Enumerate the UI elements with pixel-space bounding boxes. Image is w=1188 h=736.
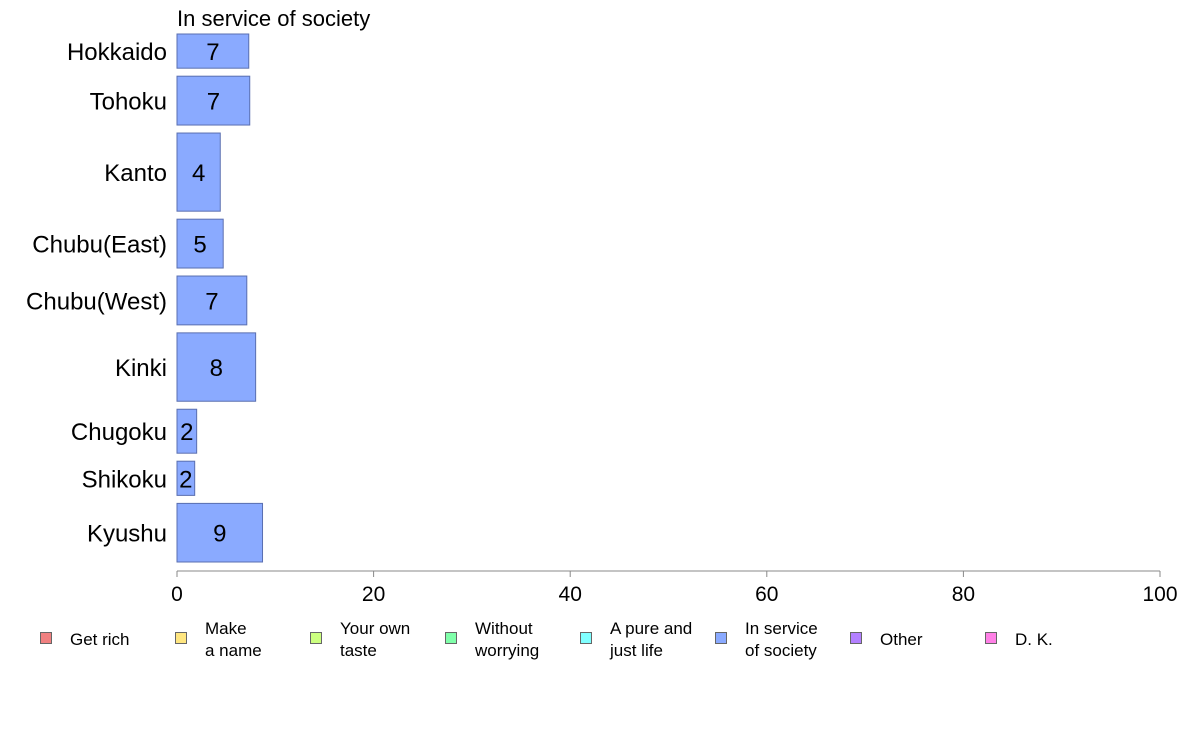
legend-label: Without worrying	[475, 619, 540, 660]
chart-title: In service of society	[177, 6, 370, 31]
legend-label: Get rich	[70, 630, 130, 649]
legend-swatch	[445, 632, 457, 644]
bar-value-label: 2	[179, 466, 192, 493]
category-label: Chubu(East)	[32, 232, 167, 259]
bar-value-label: 5	[193, 232, 206, 259]
legend-swatch	[580, 632, 592, 644]
bar-value-label: 2	[180, 419, 193, 446]
bar-value-label: 8	[210, 355, 223, 382]
legend-label: D. K.	[1015, 630, 1053, 649]
bar-chubu-east	[176, 218, 224, 269]
bar-shikoku	[176, 460, 196, 496]
bar-chugoku	[176, 408, 198, 454]
bar-chubu-west	[176, 275, 248, 326]
bar-tohoku	[176, 75, 251, 126]
bars-group: 7 Hokkaido 7 Tohoku 4 Kanto 5 Chubu(East) 7 Chubu…	[26, 33, 264, 563]
category-label: Chugoku	[71, 419, 167, 446]
legend-label: Make a name	[205, 619, 262, 660]
legend-label: A pure and just life	[610, 619, 693, 660]
bar-kanto	[176, 132, 221, 212]
category-label: Kanto	[104, 160, 167, 187]
legend-swatch	[985, 632, 997, 644]
bar-hokkaido	[176, 33, 250, 69]
bar-kinki	[176, 332, 257, 402]
category-label: Hokkaido	[67, 39, 167, 66]
x-tick-label: 40	[559, 583, 582, 606]
legend-swatch	[715, 632, 727, 644]
bar-value-label: 7	[206, 39, 219, 66]
category-label: Kinki	[115, 355, 167, 382]
category-label: Tohoku	[90, 89, 167, 116]
bar-value-label: 4	[192, 160, 205, 187]
category-label: Kyushu	[87, 521, 167, 548]
bar-kyushu	[176, 502, 264, 563]
category-label: Shikoku	[82, 466, 167, 493]
legend-label: Your own taste	[340, 619, 411, 660]
x-tick-label: 100	[1142, 583, 1177, 606]
legend-swatch	[310, 632, 322, 644]
bar-value-label: 7	[207, 89, 220, 116]
x-tick-label: 80	[952, 583, 975, 606]
x-tick-label: 20	[362, 583, 385, 606]
legend-label: Other	[880, 630, 923, 649]
legend: Get rich Make a name Your own taste Without…	[0, 618, 1188, 668]
legend-swatch	[850, 632, 862, 644]
x-tick-label: 0	[171, 583, 183, 606]
category-label: Chubu(West)	[26, 288, 167, 315]
x-tick-label: 60	[755, 583, 778, 606]
legend-label: In service of society	[745, 619, 818, 660]
x-axis: 0 20 40 60 80 100	[171, 570, 1178, 606]
legend-swatch	[175, 632, 187, 644]
bar-value-label: 7	[205, 288, 218, 315]
bar-chart: In service of society 7Hokkaido7Tohoku4K…	[26, 6, 1178, 606]
bar-value-label: 9	[213, 521, 226, 548]
legend-swatch	[40, 632, 52, 644]
